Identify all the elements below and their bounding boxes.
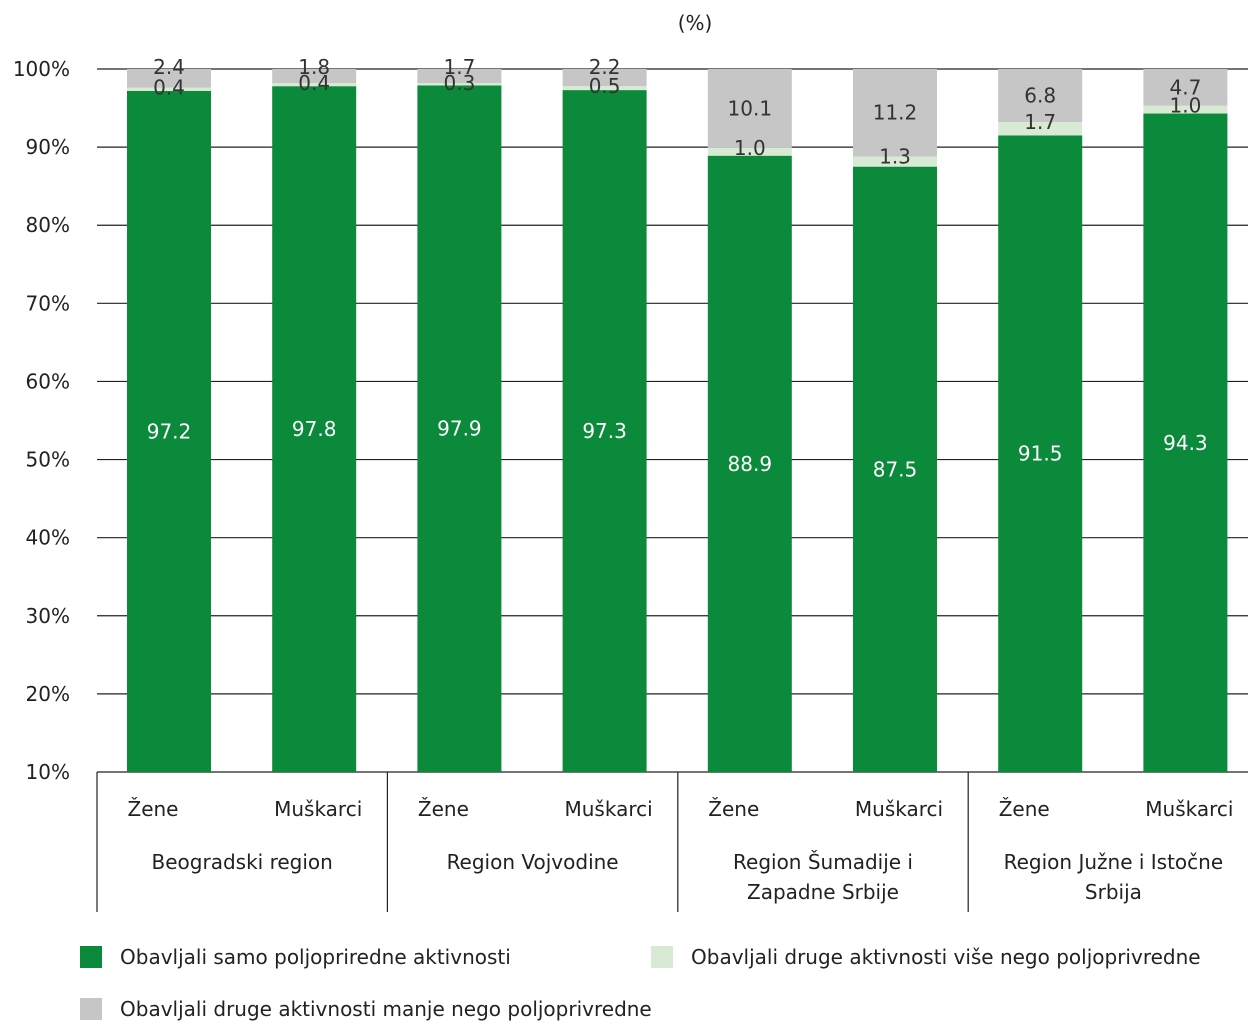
- y-tick-label: 70%: [26, 291, 70, 315]
- bar-segment-series-3: [417, 69, 502, 84]
- legend-label-less-other: Obavljali druge aktivnosti manje nego po…: [120, 997, 652, 1021]
- legend-item-more-other: Obavljali druge aktivnosti više nego pol…: [651, 945, 1201, 969]
- x-bar-label: Žene: [128, 797, 179, 821]
- data-label-series-1: 97.3: [582, 419, 627, 443]
- x-group-label: Region Šumadije i: [733, 850, 913, 874]
- bar-segment-series-2: [272, 83, 357, 87]
- x-group-label: Region Južne i Istočne: [1004, 850, 1224, 874]
- x-bar-label: Žene: [418, 797, 469, 821]
- bar-segment-series-1: [1143, 113, 1228, 773]
- y-tick-label: 20%: [26, 682, 70, 706]
- x-bar-label: Muškarci: [274, 797, 362, 821]
- data-label-series-2: 0.4: [298, 71, 330, 95]
- legend-label-only-agri: Obavljali samo poljopriredne aktivnosti: [120, 945, 511, 969]
- x-bar-label: Muškarci: [565, 797, 653, 821]
- bar-segment-series-3: [998, 69, 1083, 123]
- bar-segment-series-3: [707, 69, 792, 148]
- bar-segment-series-2: [1143, 105, 1228, 114]
- bar-segment-series-2: [707, 147, 792, 156]
- data-label-series-3: 1.8: [298, 55, 330, 79]
- bar-segment-series-1: [417, 85, 502, 773]
- x-bar-label: Žene: [708, 797, 759, 821]
- legend-item-only-agri: Obavljali samo poljopriredne aktivnosti: [80, 945, 511, 969]
- data-label-series-1: 87.5: [873, 457, 918, 481]
- data-label-series-3: 10.1: [728, 96, 773, 120]
- data-label-series-1: 88.9: [728, 452, 773, 476]
- data-label-series-3: 2.2: [589, 55, 621, 79]
- y-axis: 10% 20% 30% 40% 50% 60% 70% 80% 90% 100%: [13, 57, 70, 784]
- data-label-series-2: 0.4: [153, 76, 185, 100]
- x-group-label: Zapadne Srbije: [747, 880, 899, 904]
- y-tick-label: 30%: [26, 604, 70, 628]
- data-label-series-3: 6.8: [1024, 84, 1056, 108]
- bar-segment-series-1: [998, 135, 1083, 773]
- x-bar-label: Muškarci: [855, 797, 943, 821]
- legend-swatch-less-other: [80, 998, 102, 1020]
- x-bar-label: Muškarci: [1145, 797, 1233, 821]
- y-tick-label: 60%: [26, 369, 70, 393]
- bar-segment-series-2: [127, 87, 211, 91]
- bar-segment-series-1: [707, 155, 792, 772]
- bar-segment-series-3: [127, 69, 211, 88]
- data-label-series-1: 97.9: [437, 417, 482, 441]
- y-tick-label: 40%: [26, 526, 70, 550]
- data-label-series-1: 91.5: [1018, 442, 1063, 466]
- bar-segment-series-2: [562, 86, 647, 91]
- x-group-label: Beogradski region: [152, 850, 333, 874]
- data-label-series-2: 1.3: [879, 144, 911, 168]
- bar-segment-series-1: [853, 166, 937, 772]
- x-axis: Žene Muškarci Beogradski region Žene Muškarc…: [96, 772, 1233, 912]
- data-label-series-3: 4.7: [1169, 75, 1201, 99]
- bar-segment-series-3: [1143, 69, 1228, 106]
- data-label-series-2: 1.7: [1024, 110, 1056, 134]
- data-label-series-3: 11.2: [873, 101, 918, 125]
- x-group-label: Region Vojvodine: [447, 850, 619, 874]
- y-tick-label: 90%: [26, 135, 70, 159]
- data-label-series-1: 97.8: [292, 417, 337, 441]
- x-group-label: Srbija: [1085, 880, 1142, 904]
- bar-segment-series-1: [127, 90, 211, 773]
- bar-segment-series-1: [562, 90, 647, 773]
- y-tick-label: 80%: [26, 213, 70, 237]
- legend-label-more-other: Obavljali druge aktivnosti više nego pol…: [691, 945, 1201, 969]
- data-label-series-2: 1.0: [1169, 94, 1201, 118]
- bar-segment-series-3: [853, 69, 937, 157]
- bar-segment-series-3: [562, 69, 647, 87]
- bar-segment-series-2: [998, 122, 1083, 136]
- data-label-series-1: 97.2: [147, 419, 192, 443]
- data-label-series-2: 0.5: [589, 74, 621, 98]
- y-tick-label: 50%: [26, 448, 70, 472]
- legend-swatch-only-agri: [80, 946, 102, 968]
- bar-segment-series-2: [853, 156, 937, 167]
- legend-swatch-more-other: [651, 946, 673, 968]
- bar-segment-series-2: [417, 83, 502, 86]
- data-label-series-3: 1.7: [443, 55, 475, 79]
- data-label-series-2: 0.3: [443, 71, 475, 95]
- data-label-series-1: 94.3: [1163, 431, 1208, 455]
- x-bar-label: Žene: [999, 797, 1050, 821]
- y-tick-label: 10%: [26, 760, 70, 784]
- unit-label: (%): [678, 11, 713, 35]
- data-label-series-2: 1.0: [734, 136, 766, 160]
- bar-segment-series-1: [272, 86, 357, 772]
- data-label-series-3: 2.4: [153, 55, 185, 79]
- bar-segment-series-3: [272, 69, 357, 84]
- bars: 97.20.42.497.80.41.897.90.31.797.30.52.2…: [127, 55, 1228, 773]
- y-tick-label: 100%: [13, 57, 70, 81]
- legend-item-less-other: Obavljali druge aktivnosti manje nego po…: [80, 997, 652, 1021]
